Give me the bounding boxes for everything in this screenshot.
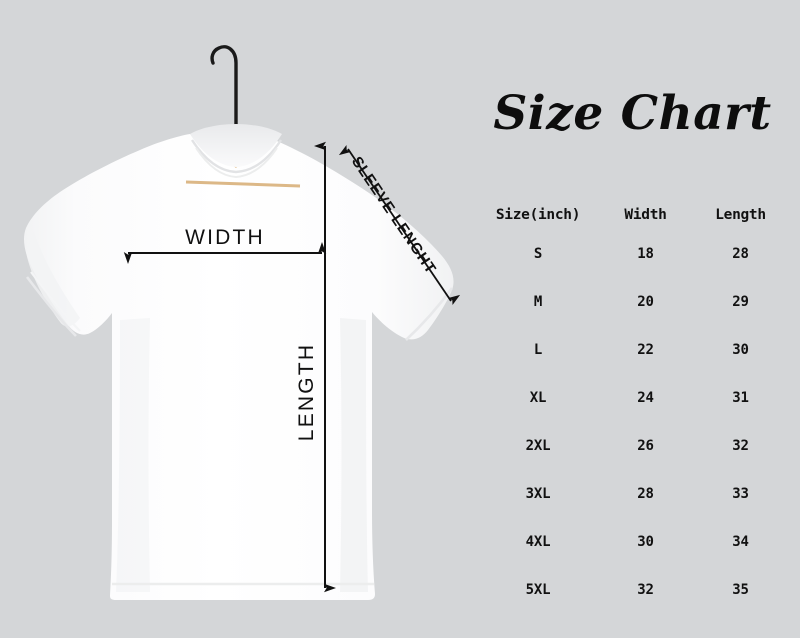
cell-width: 22 bbox=[637, 342, 654, 358]
cell-size: XL bbox=[529, 390, 547, 406]
width-label: WIDTH bbox=[185, 226, 265, 249]
cell-width: 18 bbox=[637, 246, 654, 262]
cell-width: 28 bbox=[637, 486, 654, 502]
cell-width: 24 bbox=[637, 390, 654, 406]
cell-size: 3XL bbox=[525, 486, 551, 502]
cell-length: 35 bbox=[732, 582, 749, 598]
table-header-row: Size(inch) Width Length bbox=[478, 200, 788, 230]
cell-length: 30 bbox=[732, 342, 749, 358]
table-row: 3XL 28 33 bbox=[478, 470, 788, 518]
column-header-length: Length bbox=[715, 207, 766, 223]
hanger-hook-icon bbox=[210, 45, 238, 132]
chart-title: Size Chart bbox=[493, 86, 772, 141]
cell-length: 34 bbox=[732, 534, 749, 550]
cell-length: 29 bbox=[732, 294, 749, 310]
cell-width: 30 bbox=[637, 534, 654, 550]
cell-length: 33 bbox=[732, 486, 749, 502]
size-chart-panel: Size Chart Size(inch) Width Length S 18 … bbox=[465, 0, 800, 638]
cell-length: 31 bbox=[732, 390, 749, 406]
width-measurement: WIDTH bbox=[123, 226, 327, 264]
length-measurement: LENGTH bbox=[295, 141, 336, 593]
table-row: S 18 28 bbox=[478, 230, 788, 278]
cell-size: L bbox=[533, 342, 543, 358]
cell-width: 20 bbox=[637, 294, 654, 310]
column-header-size: Size(inch) bbox=[495, 207, 581, 223]
table-row: 2XL 26 32 bbox=[478, 422, 788, 470]
cell-size: S bbox=[533, 246, 543, 262]
column-header-width: Width bbox=[624, 207, 667, 223]
table-row: L 22 30 bbox=[478, 326, 788, 374]
cell-width: 26 bbox=[637, 438, 654, 454]
tshirt-illustration: WIDTH LENGTH SLEEVE LENGHT bbox=[24, 45, 461, 600]
cell-size: 5XL bbox=[525, 582, 551, 598]
cell-length: 32 bbox=[732, 438, 749, 454]
table-row: 4XL 30 34 bbox=[478, 518, 788, 566]
cell-size: 4XL bbox=[525, 534, 551, 550]
table-row: M 20 29 bbox=[478, 278, 788, 326]
cell-length: 28 bbox=[732, 246, 749, 262]
cell-width: 32 bbox=[637, 582, 654, 598]
length-label: LENGTH bbox=[295, 343, 318, 441]
size-table: Size(inch) Width Length S 18 28 M 20 29 … bbox=[478, 200, 788, 614]
cell-size: 2XL bbox=[525, 438, 551, 454]
table-row: XL 24 31 bbox=[478, 374, 788, 422]
cell-size: M bbox=[533, 294, 543, 310]
table-row: 5XL 32 35 bbox=[478, 566, 788, 614]
